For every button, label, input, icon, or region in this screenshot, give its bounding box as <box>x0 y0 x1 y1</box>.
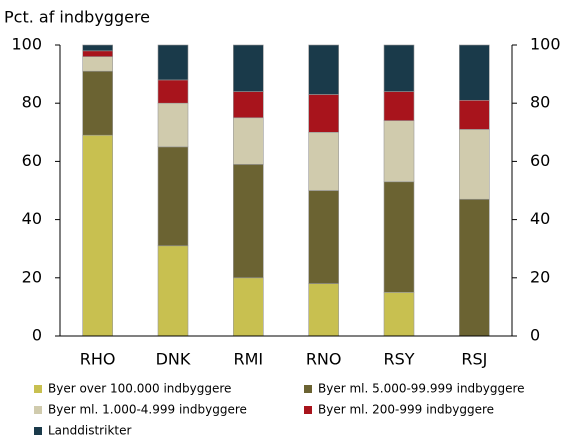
y2-tick-label: 20 <box>530 267 550 286</box>
bar-segment <box>383 292 415 337</box>
y-tick-label: 100 <box>11 35 42 54</box>
bar-segment <box>233 44 264 92</box>
bar-segment <box>308 44 339 95</box>
x-tick-label: RMI <box>234 350 264 369</box>
bar-segment <box>308 283 339 337</box>
x-tick-label: RSY <box>383 350 414 369</box>
x-tick-label: RSJ <box>461 350 487 369</box>
bar-segment <box>459 44 490 101</box>
legend-swatch <box>304 385 312 393</box>
y-tick-label: 20 <box>22 267 42 286</box>
bar-segment <box>459 99 490 130</box>
bar-segment <box>233 117 264 165</box>
y2-tick-label: 80 <box>530 93 550 112</box>
bar-segment <box>459 129 490 200</box>
bar-segment <box>157 79 189 104</box>
y2-tick-label: 60 <box>530 151 550 170</box>
bar-segment <box>233 91 264 119</box>
legend-swatch <box>304 406 312 414</box>
bar-segment <box>82 70 113 136</box>
bar-segment <box>157 146 189 247</box>
y-axis-label: Pct. af indbyggere <box>4 8 150 27</box>
bar-segment <box>383 181 415 293</box>
legend-swatch <box>34 406 42 414</box>
bar-segment <box>383 91 415 121</box>
y-tick-label: 40 <box>22 209 42 228</box>
bar-segment <box>383 44 415 92</box>
legend-swatch <box>34 427 42 435</box>
bar-segment <box>82 44 113 52</box>
bar-segment <box>157 245 189 337</box>
bar-segment <box>308 132 339 191</box>
y2-tick-label: 100 <box>530 35 561 54</box>
bar-segment <box>308 190 339 284</box>
y-tick-label: 60 <box>22 151 42 170</box>
bar-segment <box>233 277 264 337</box>
bar-segment <box>157 44 189 81</box>
bar-segment <box>82 50 113 57</box>
legend-label: Byer over 100.000 indbyggere <box>48 382 231 396</box>
legend-label: Byer ml. 200-999 indbyggere <box>318 403 494 417</box>
legend-label: Byer ml. 5.000-99.999 indbyggere <box>318 382 525 396</box>
y-tick-label: 0 <box>32 326 42 345</box>
legend-swatch <box>34 385 42 393</box>
x-tick-label: RHO <box>80 350 116 369</box>
legend-label: Landdistrikter <box>48 424 131 438</box>
bar-segment <box>308 94 339 133</box>
legend-label: Byer ml. 1.000-4.999 indbyggere <box>48 403 247 417</box>
bar-segment <box>459 198 490 337</box>
bar-segment <box>82 56 113 72</box>
x-tick-label: RNO <box>306 350 342 369</box>
y-tick-label: 80 <box>22 93 42 112</box>
x-tick-label: DNK <box>156 350 191 369</box>
bar-segment <box>233 164 264 279</box>
bar-segment <box>383 120 415 183</box>
y2-tick-label: 40 <box>530 209 550 228</box>
bar-segment <box>82 134 113 337</box>
y2-tick-label: 0 <box>530 326 540 345</box>
bar-segment <box>157 102 189 148</box>
